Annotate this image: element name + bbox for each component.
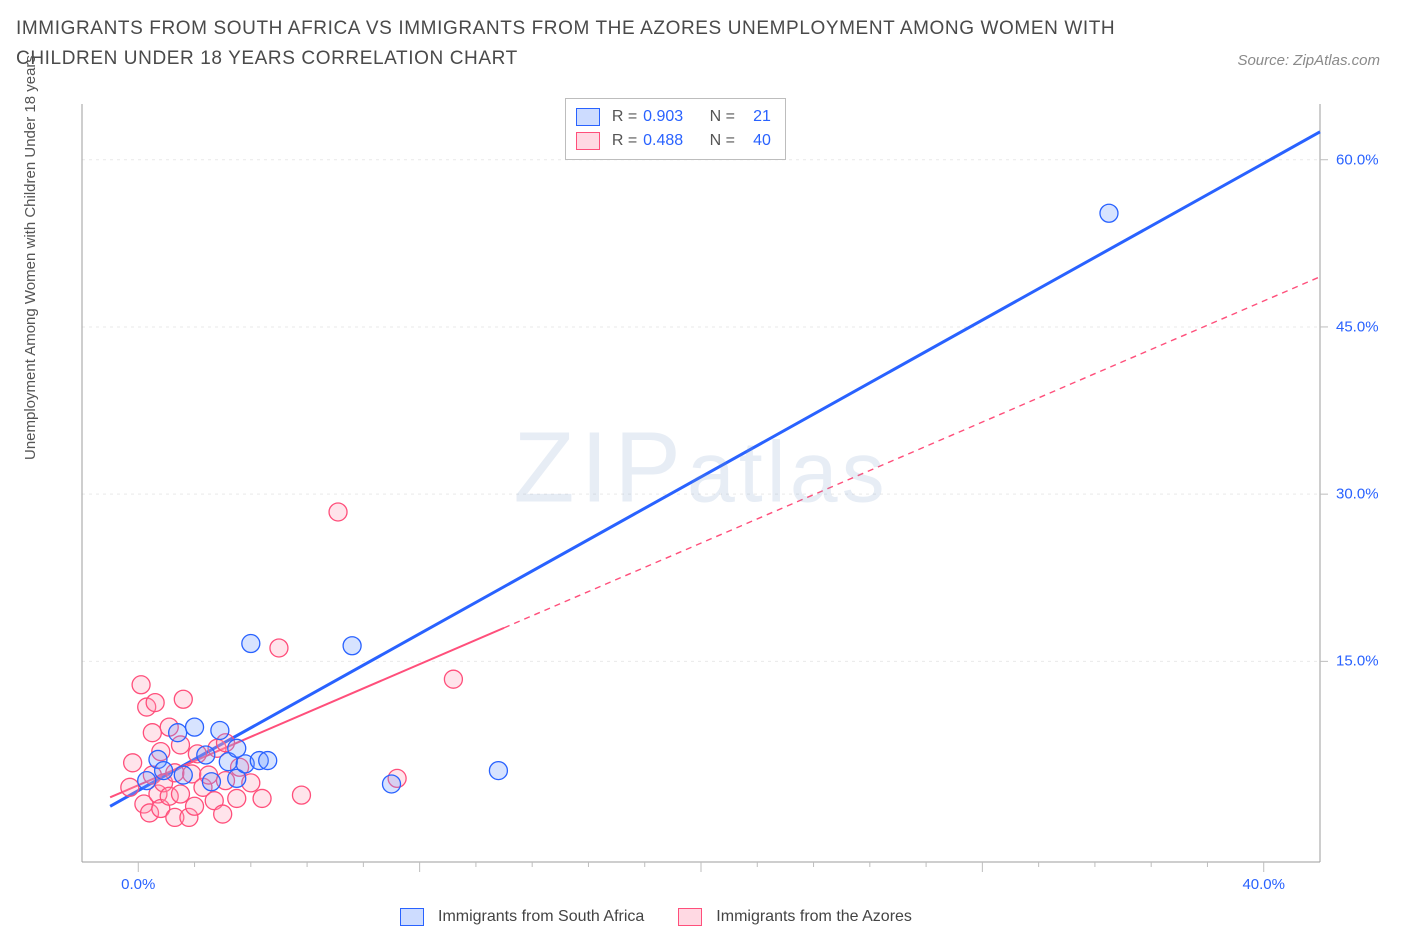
legend-label-1: Immigrants from the Azores	[716, 908, 912, 926]
corr-row-2: R = 0.488 N = 40	[576, 129, 771, 153]
swatch-series-0	[576, 108, 600, 126]
y-tick-label: 30.0%	[1336, 486, 1379, 503]
x-tick-label: 0.0%	[121, 876, 155, 893]
bottom-legend: Immigrants from South Africa Immigrants …	[400, 908, 912, 926]
swatch-series-1	[576, 132, 600, 150]
source-attribution: Source: ZipAtlas.com	[1237, 52, 1380, 69]
y-tick-label: 45.0%	[1336, 318, 1379, 335]
r-label-1: R =	[612, 129, 637, 153]
legend-label-0: Immigrants from South Africa	[438, 908, 644, 926]
legend-swatch-1	[678, 908, 702, 926]
n-label-0: N =	[710, 105, 735, 129]
r-value-0: 0.903	[643, 105, 693, 129]
x-tick-label: 40.0%	[1242, 876, 1285, 893]
n-label-1: N =	[710, 129, 735, 153]
chart-title: IMMIGRANTS FROM SOUTH AFRICA VS IMMIGRAN…	[16, 14, 1186, 75]
n-value-0: 21	[741, 105, 771, 129]
title-bar: IMMIGRANTS FROM SOUTH AFRICA VS IMMIGRAN…	[16, 14, 1186, 75]
legend-item-1: Immigrants from the Azores	[678, 908, 912, 926]
r-label-0: R =	[612, 105, 637, 129]
chart-root: IMMIGRANTS FROM SOUTH AFRICA VS IMMIGRAN…	[0, 0, 1406, 930]
y-tick-label: 15.0%	[1336, 653, 1379, 670]
r-value-1: 0.488	[643, 129, 693, 153]
y-tick-label: 60.0%	[1336, 151, 1379, 168]
legend-swatch-0	[400, 908, 424, 926]
y-axis-label: Unemployment Among Women with Children U…	[22, 55, 39, 460]
n-value-1: 40	[741, 129, 771, 153]
legend-item-0: Immigrants from South Africa	[400, 908, 644, 926]
correlation-legend-box: R = 0.903 N = 21 R = 0.488 N = 40	[565, 98, 786, 160]
corr-row-1: R = 0.903 N = 21	[576, 105, 771, 129]
scatter-plot	[70, 96, 1380, 896]
